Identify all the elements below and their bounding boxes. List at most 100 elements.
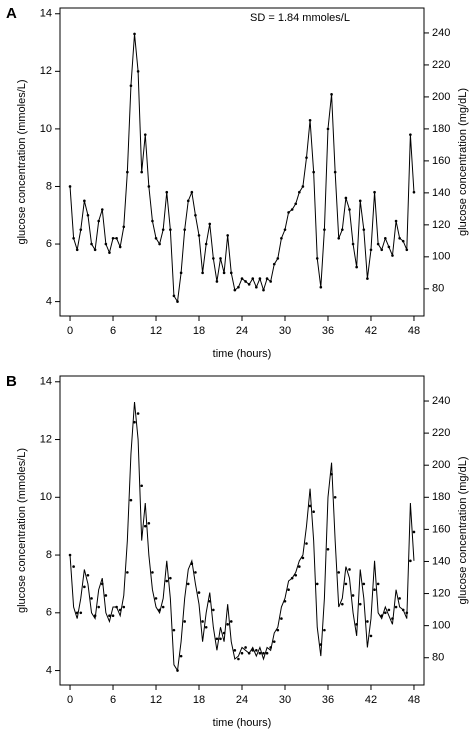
data-point: [409, 133, 412, 136]
data-point: [290, 576, 294, 580]
y2-tick-label: 180: [432, 491, 450, 503]
x-tick-label: 42: [365, 325, 377, 337]
data-point: [398, 236, 401, 240]
data-point: [326, 547, 330, 551]
data-point: [355, 623, 358, 626]
data-point: [133, 420, 136, 424]
data-point: [240, 651, 244, 655]
panel-label: A: [6, 5, 17, 22]
data-point: [186, 199, 190, 203]
y2-tick-label: 80: [432, 283, 444, 295]
data-point: [158, 608, 161, 612]
data-point: [341, 602, 344, 606]
data-point: [280, 236, 283, 240]
data-point: [380, 248, 384, 252]
data-point: [90, 242, 93, 246]
data-point: [68, 553, 72, 557]
y-tick-label: 10: [40, 123, 52, 135]
data-point: [255, 649, 258, 652]
data-point: [258, 651, 262, 655]
y-axis-label: glucose concentration (mmoles/L): [16, 448, 28, 613]
data-point: [90, 597, 93, 600]
data-point: [294, 202, 298, 206]
data-point: [147, 185, 151, 188]
data-point: [108, 251, 111, 254]
data-point: [369, 634, 373, 638]
y2-tick-label: 220: [432, 59, 450, 71]
x-tick-label: 6: [110, 694, 116, 706]
data-point: [412, 530, 416, 534]
data-point: [341, 228, 344, 231]
plot-frame: [59, 7, 425, 317]
data-point: [244, 646, 247, 649]
data-point: [186, 582, 190, 586]
data-point: [179, 271, 183, 275]
x-tick-label: 0: [67, 694, 73, 706]
y-tick-label: 4: [46, 296, 52, 308]
y2-tick-label: 120: [432, 587, 450, 599]
data-point: [72, 565, 75, 568]
data-point: [398, 597, 401, 600]
data-point: [204, 625, 208, 629]
data-point: [272, 262, 276, 266]
x-axis-label: time (hours): [213, 717, 272, 729]
data-point: [301, 185, 305, 188]
data-point: [301, 556, 305, 560]
data-point: [376, 242, 380, 246]
data-point: [97, 605, 100, 609]
y-tick-label: 14: [40, 8, 52, 20]
y-tick-label: 12: [40, 65, 52, 77]
y-tick-label: 10: [40, 491, 52, 503]
data-point: [118, 245, 122, 249]
data-point: [287, 588, 290, 592]
data-point: [197, 234, 201, 237]
data-point: [104, 594, 108, 597]
x-axis-label: time (hours): [213, 348, 272, 360]
data-point: [384, 611, 387, 615]
data-point: [143, 133, 147, 136]
data-point: [272, 640, 276, 643]
data-point: [251, 649, 255, 652]
data-point: [387, 245, 391, 249]
data-point: [237, 657, 240, 661]
y2-tick-label: 100: [432, 251, 450, 263]
data-point: [194, 213, 197, 217]
data-point: [283, 599, 287, 603]
x-tick-label: 24: [236, 694, 248, 706]
x-tick-label: 30: [279, 694, 291, 706]
data-point: [348, 568, 351, 571]
data-point: [136, 70, 140, 73]
x-tick-label: 12: [150, 325, 162, 337]
data-point: [258, 277, 262, 280]
data-point: [405, 248, 409, 252]
data-point: [405, 611, 409, 615]
data-point: [308, 118, 312, 122]
data-point: [333, 170, 337, 174]
y2-tick-label: 160: [432, 523, 450, 535]
data-point: [215, 637, 219, 641]
data-point: [358, 602, 362, 606]
data-point: [100, 582, 104, 586]
data-point: [362, 582, 366, 586]
data-point: [305, 156, 308, 159]
y2-tick-label: 200: [432, 459, 450, 471]
data-point: [366, 277, 369, 280]
x-tick-label: 30: [279, 325, 291, 337]
data-point: [237, 285, 240, 289]
data-point: [215, 280, 219, 283]
data-point: [233, 288, 237, 292]
data-point: [247, 283, 251, 286]
data-point: [391, 254, 394, 257]
data-point: [136, 412, 140, 415]
data-point: [97, 219, 100, 223]
data-point: [348, 208, 351, 211]
data-point: [115, 236, 118, 240]
y2-tick-label: 200: [432, 91, 450, 103]
panel: A SD = 1.84 mmoles/L 0 6 12 18 24 30 36 42 48 4 6 8 10…: [6, 5, 469, 360]
data-point: [176, 669, 179, 672]
x-tick-label: 36: [322, 325, 334, 337]
x-tick-label: 48: [408, 325, 420, 337]
y-tick-label: 6: [46, 607, 52, 619]
y-tick-label: 8: [46, 549, 52, 561]
series-line: [69, 401, 415, 673]
